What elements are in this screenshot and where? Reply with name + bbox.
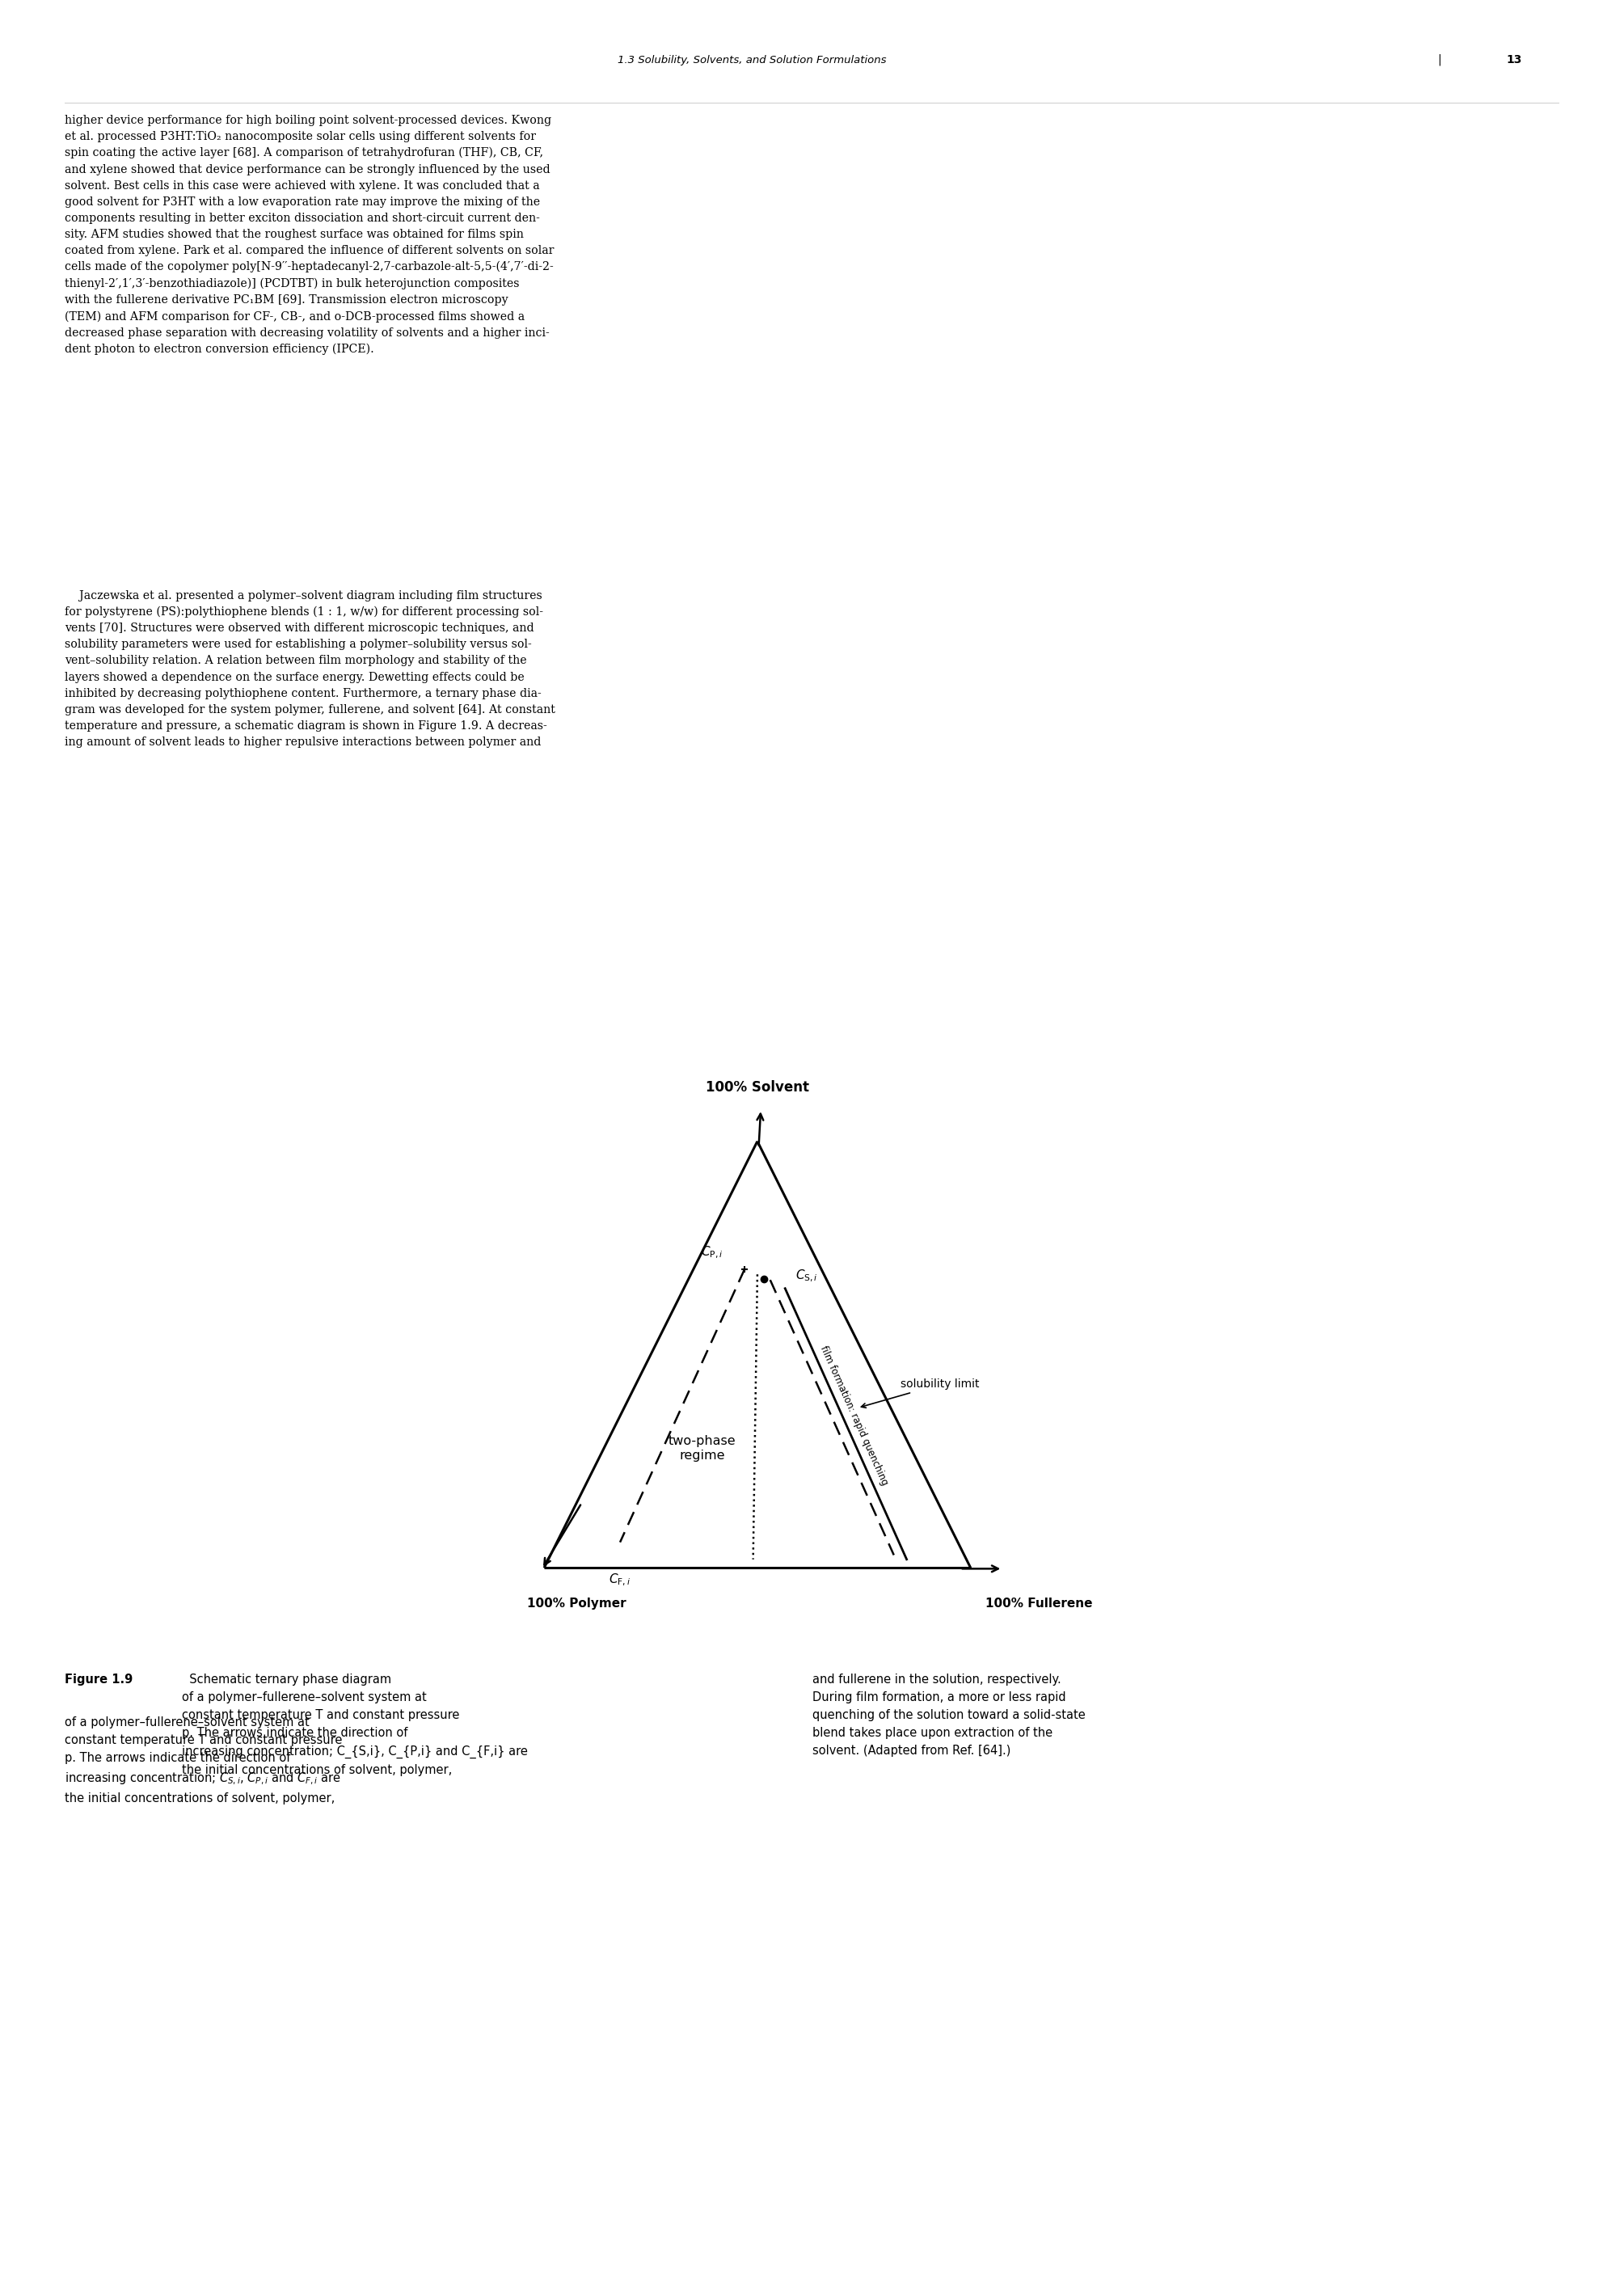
Text: Jaczewska et al. presented a polymer–solvent diagram including film structures
f: Jaczewska et al. presented a polymer–sol… (65, 589, 555, 747)
Text: |: | (1437, 53, 1442, 64)
Text: 1.3 Solubility, Solvents, and Solution Formulations: 1.3 Solubility, Solvents, and Solution F… (617, 55, 887, 64)
Text: Schematic ternary phase diagram
of a polymer–fullerene–solvent system at
constan: Schematic ternary phase diagram of a pol… (182, 1673, 528, 1776)
Text: $C_{\mathrm{F},i}$: $C_{\mathrm{F},i}$ (609, 1572, 632, 1588)
Text: two-phase
regime: two-phase regime (667, 1435, 736, 1462)
Text: and fullerene in the solution, respectively.
During film formation, a more or le: and fullerene in the solution, respectiv… (812, 1673, 1085, 1758)
Text: film formation: rapid quenching: film formation: rapid quenching (818, 1343, 890, 1488)
Text: Figure 1.9: Figure 1.9 (65, 1673, 133, 1685)
Text: 13: 13 (1507, 55, 1522, 64)
Text: 100% Polymer: 100% Polymer (528, 1598, 627, 1609)
Text: 100% Fullerene: 100% Fullerene (986, 1598, 1093, 1609)
Text: of a polymer–fullerene–solvent system at
constant temperature T and constant pre: of a polymer–fullerene–solvent system at… (65, 1717, 343, 1804)
Text: solubility limit: solubility limit (861, 1380, 979, 1407)
Text: $C_{\mathrm{S},i}$: $C_{\mathrm{S},i}$ (796, 1267, 818, 1284)
Text: higher device performance for high boiling point solvent-processed devices. Kwon: higher device performance for high boili… (65, 115, 554, 355)
Text: 100% Solvent: 100% Solvent (706, 1080, 809, 1093)
Text: $C_{\mathrm{P},i}$: $C_{\mathrm{P},i}$ (702, 1245, 723, 1261)
